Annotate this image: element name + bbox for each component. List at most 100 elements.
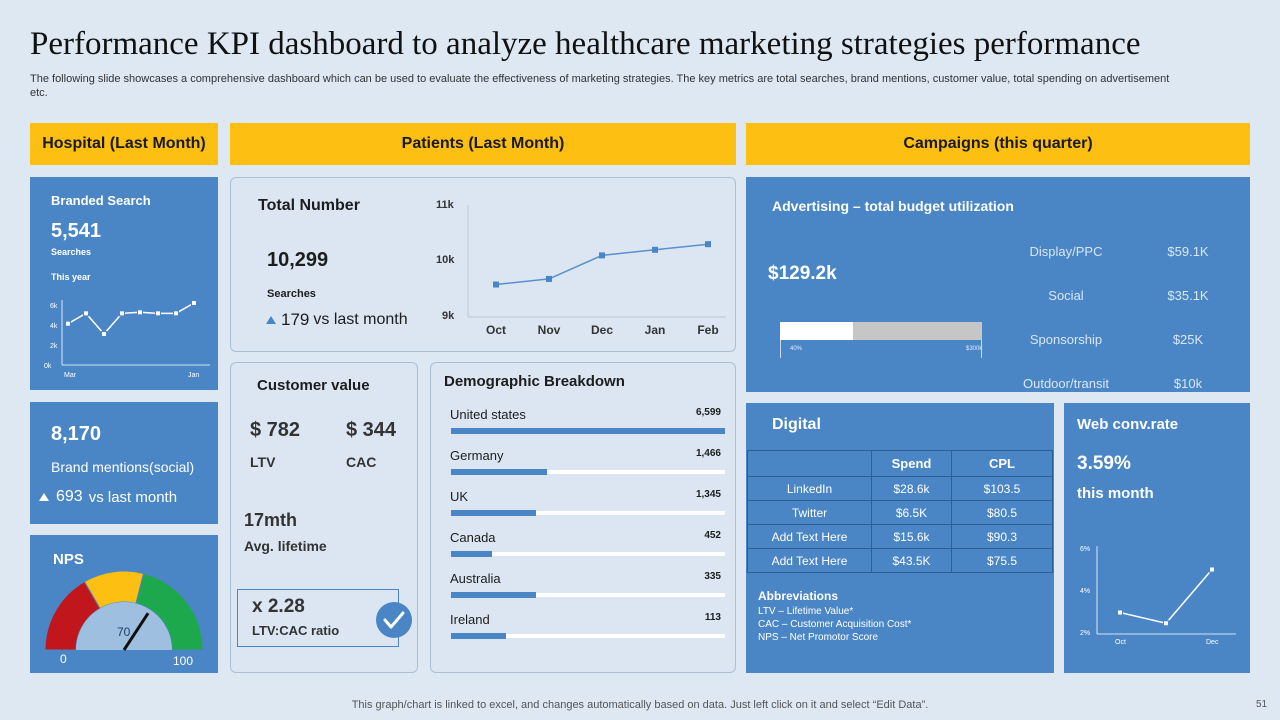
data-point [1209,566,1215,573]
wc-xtick: Oct [1115,639,1126,646]
page-number: 51 [1256,699,1268,710]
advertising-item-value: $59.1K [1167,244,1209,259]
data-point [83,310,89,317]
wc-ytick: 6% [1080,546,1090,553]
demographic-bar-track [451,633,725,639]
web-conv-value: 3.59% [1077,453,1131,474]
bs-xtick: Mar [64,372,77,379]
ltv-cac-ratio-value: x 2.28 [252,596,305,617]
total-number-delta-text: vs last month [313,311,408,328]
advertising-label: Advertising – total budget utilization [772,198,1014,214]
tn-ytick: 10k [436,254,455,266]
total-number-value: 10,299 [267,249,329,271]
data-point [173,310,179,317]
header-hospital: Hospital (Last Month) [30,123,218,165]
digital-col-header [747,450,872,477]
digital-table: Spend CPL LinkedIn $28.6k $103.5 Twitter $6.… [747,450,1053,573]
footer-note: This graph/chart is linked to excel, and… [351,699,929,711]
demographic-value: 113 [704,612,721,623]
wc-ytick: 4% [1080,588,1090,595]
digital-cell: $6.5K [871,500,952,525]
digital-col-header: Spend [871,450,952,477]
digital-row: Add Text Here $43.5K $75.5 [747,548,1053,573]
data-point [137,309,143,316]
data-point [155,310,161,317]
web-conv-card: Web conv.rate 3.59% this month 6% 4% 2% … [1064,403,1250,673]
wc-xtick: Dec [1206,639,1219,646]
demographic-row: Canada 452 [431,530,737,566]
advertising-item-value: $25K [1172,332,1204,347]
brand-mentions-label: Brand mentions(social) [51,459,195,475]
advertising-item-value: $35.1K [1167,288,1209,303]
abbreviations-list: LTV – Lifetime Value* CAC – Customer Acq… [758,605,911,644]
branded-search-period: This year [51,272,91,282]
ltv-cac-ratio-box: x 2.28 LTV:CAC ratio [237,589,399,647]
budget-right-label: $300k [966,346,983,352]
tn-ytick: 11k [436,199,455,211]
advertising-item-value: $10k [1173,376,1203,391]
customer-value-card: Customer value $ 782 LTV $ 344 CAC 17mth… [230,362,418,673]
digital-cell: $75.5 [951,548,1053,573]
nps-needle [122,612,150,651]
demographic-row: Australia 335 [431,571,737,607]
brand-mentions-delta-text: vs last month [88,488,178,506]
demographic-country: Australia [450,571,501,586]
demographic-row: Ireland 113 [431,612,737,648]
demographic-bar-fill [451,551,493,557]
demographic-value: 335 [704,571,721,582]
tn-xtick: Nov [538,323,561,337]
demographic-bar-track [451,592,725,598]
branded-search-chart: 6k 4k 2k 0k Mar Jan [44,300,210,379]
total-number-delta: 179 vs last month [265,310,408,330]
data-point [493,281,499,288]
digital-card: Digital Spend CPL LinkedIn $28.6k $103.5 Tw… [746,403,1054,673]
series-line [67,302,195,336]
ltv-cac-ratio-label: LTV:CAC ratio [252,623,340,638]
demographic-bar-track [451,469,725,475]
triangle-up-icon [39,493,49,501]
nps-min-label: 0 [60,652,67,666]
digital-cell: $43.5K [871,548,952,573]
demographic-country: United states [450,407,526,422]
budget-bar [780,322,982,340]
digital-cell: $103.5 [951,476,1053,501]
nps-label: NPS [53,551,84,568]
digital-row: Twitter $6.5K $80.5 [747,500,1053,525]
nps-max-label: 100 [173,654,193,668]
data-point [191,300,197,306]
branded-search-label: Branded Search [51,193,151,208]
digital-col-header: CPL [951,450,1053,477]
tn-xtick: Feb [697,323,718,337]
bs-ytick: 4k [50,323,58,330]
brand-mentions-card: 8,170 Brand mentions(social) 693 vs last… [30,402,218,524]
advertising-item-name: Outdoor/transit [1023,376,1109,391]
branded-search-unit: Searches [51,247,92,257]
brand-mentions-value: 8,170 [51,423,102,445]
demographic-country: Ireland [450,612,490,627]
demographic-value: 1,345 [695,489,721,500]
bs-ytick: 6k [50,303,58,310]
abbreviation-line: CAC – Customer Acquisition Cost* [758,619,912,630]
digital-cell: $28.6k [871,476,952,501]
demographic-bar-fill [451,633,506,639]
wc-ytick: 2% [1080,630,1090,637]
total-number-unit: Searches [267,288,316,300]
demographic-bar-track [451,510,725,516]
data-point [705,241,711,248]
data-point [599,252,605,259]
check-circle-icon [376,602,412,638]
demographic-bar-fill [451,469,547,475]
ltv-label: LTV [250,454,276,470]
demographic-row: United states 6,599 [431,407,737,443]
total-number-label: Total Number [258,197,360,214]
advertising-card: Advertising – total budget utilization $… [746,177,1250,392]
budget-bar-fill [780,322,853,340]
cac-label: CAC [346,454,377,470]
abbreviation-line: LTV – Lifetime Value* [758,606,854,617]
advertising-item-name: Display/PPC [1029,244,1103,259]
series-line [1119,569,1213,625]
lifetime-value: 17mth [244,510,298,530]
demographic-bar-fill [451,428,725,434]
digital-cell: $90.3 [951,524,1053,549]
total-number-card: Total Number 10,299 Searches 179 vs last… [230,177,736,352]
